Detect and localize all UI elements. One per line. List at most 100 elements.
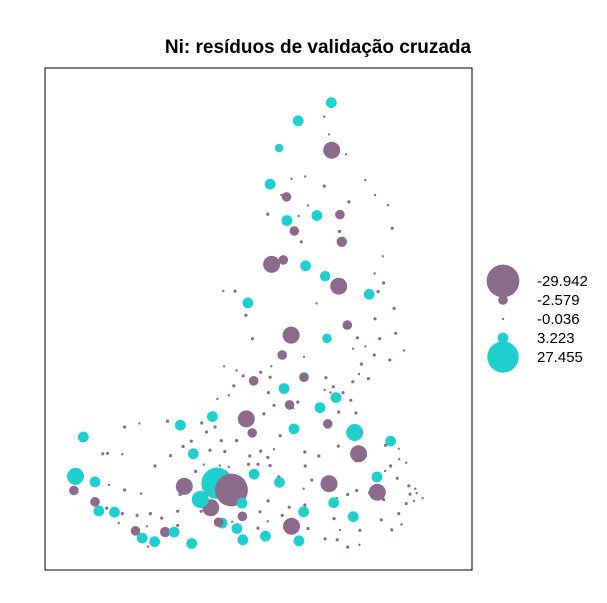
data-point-26 — [315, 302, 318, 305]
data-point-9 — [311, 210, 323, 221]
data-point-145 — [262, 412, 266, 416]
data-point-72 — [181, 444, 185, 449]
data-point-80 — [105, 451, 110, 455]
data-point-169 — [371, 471, 383, 483]
data-point-50 — [355, 488, 359, 493]
data-point-125 — [260, 530, 271, 542]
data-point-39 — [222, 365, 226, 368]
data-point-31 — [302, 355, 306, 358]
data-point-13 — [336, 236, 347, 247]
data-point-158 — [189, 439, 193, 443]
data-point-22 — [233, 289, 237, 293]
data-point-69 — [169, 454, 173, 458]
data-point-83 — [101, 452, 105, 456]
data-point-213 — [376, 290, 380, 294]
data-point-79 — [123, 425, 127, 429]
data-point-135 — [302, 487, 305, 490]
legend-label-3: 3.223 — [537, 330, 575, 347]
data-point-109 — [202, 463, 205, 466]
data-point-154 — [216, 397, 219, 401]
data-point-205 — [366, 377, 370, 381]
data-point-227 — [290, 177, 293, 180]
data-point-65 — [176, 509, 180, 513]
data-point-1 — [292, 115, 304, 127]
legend-label-1: -2.579 — [537, 292, 580, 309]
data-point-35 — [299, 372, 309, 383]
data-point-18 — [300, 260, 311, 272]
data-point-74 — [223, 449, 227, 454]
data-point-68 — [187, 448, 199, 460]
data-point-78 — [138, 422, 141, 425]
data-point-165 — [303, 464, 307, 468]
data-point-89 — [93, 505, 105, 517]
data-point-219 — [381, 255, 384, 258]
data-point-224 — [344, 153, 348, 156]
data-point-210 — [378, 337, 382, 341]
data-point-179 — [415, 492, 418, 495]
data-point-28 — [355, 336, 359, 340]
data-point-172 — [382, 497, 386, 502]
data-point-168 — [354, 459, 358, 463]
data-point-0 — [325, 97, 337, 109]
data-point-151 — [241, 374, 245, 378]
data-point-136 — [310, 478, 314, 482]
data-point-225 — [327, 133, 331, 136]
data-point-93 — [148, 511, 152, 516]
data-point-103 — [146, 545, 150, 548]
legend-label-2: -0.036 — [537, 311, 580, 328]
data-point-190 — [328, 497, 340, 509]
data-point-41 — [288, 423, 300, 435]
data-point-124 — [256, 526, 260, 530]
data-point-207 — [352, 347, 355, 350]
data-point-220 — [390, 226, 394, 230]
data-point-76 — [204, 430, 209, 434]
data-point-122 — [258, 510, 262, 514]
data-point-5 — [281, 192, 292, 202]
data-point-162 — [314, 402, 326, 413]
data-point-99 — [130, 526, 141, 536]
data-point-188 — [346, 492, 350, 497]
data-point-203 — [351, 380, 355, 384]
data-point-94 — [160, 516, 164, 520]
data-point-170 — [383, 443, 388, 447]
data-point-228 — [280, 193, 283, 197]
data-point-30 — [277, 350, 288, 360]
chart-title: Ni: resíduos de validação cruzada — [165, 37, 472, 58]
data-point-152 — [232, 384, 236, 388]
data-point-142 — [259, 449, 263, 453]
data-point-20 — [330, 277, 348, 295]
data-point-157 — [200, 421, 204, 425]
data-point-159 — [235, 439, 239, 443]
data-point-2 — [274, 143, 284, 153]
data-point-15 — [299, 240, 303, 244]
data-point-52 — [408, 492, 412, 496]
data-point-81 — [77, 431, 89, 443]
data-point-77 — [165, 419, 170, 423]
data-point-139 — [266, 499, 270, 503]
data-point-126 — [266, 520, 269, 523]
data-point-218 — [373, 272, 376, 275]
data-point-230 — [306, 204, 310, 207]
data-point-178 — [407, 484, 411, 488]
data-point-204 — [357, 372, 361, 376]
data-point-67 — [160, 526, 171, 538]
data-point-14 — [337, 229, 342, 233]
data-point-187 — [367, 491, 372, 495]
data-point-40 — [284, 400, 295, 410]
data-point-129 — [298, 506, 309, 518]
data-point-32 — [322, 333, 332, 344]
data-point-10 — [347, 200, 351, 204]
data-point-209 — [372, 353, 376, 357]
data-point-133 — [306, 526, 310, 531]
data-point-182 — [397, 447, 400, 450]
data-point-113 — [191, 491, 209, 508]
data-point-75 — [219, 439, 223, 443]
data-point-38 — [248, 376, 259, 386]
data-point-101 — [168, 526, 180, 538]
data-point-166 — [317, 454, 321, 458]
data-point-116 — [236, 497, 248, 509]
data-point-90 — [109, 506, 120, 518]
data-point-87 — [90, 497, 100, 507]
data-point-96 — [123, 488, 127, 492]
data-point-214 — [382, 281, 386, 285]
